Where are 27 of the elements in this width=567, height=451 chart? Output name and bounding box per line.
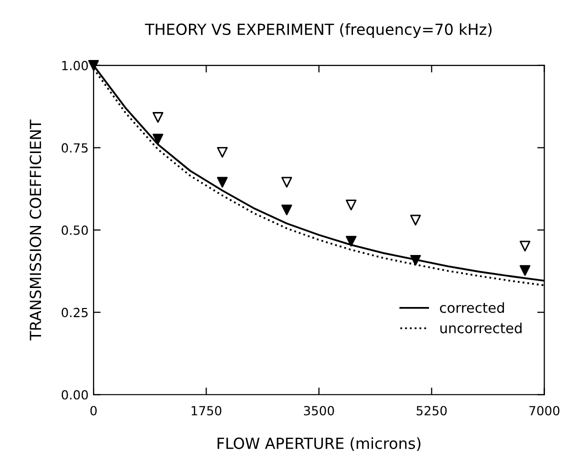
y-tick-label: 0.00: [62, 390, 88, 400]
y-axis-title: TRANSMISSION COEFFICIENT: [30, 120, 42, 340]
y-tick-label: 0.25: [62, 308, 88, 318]
point: [281, 204, 292, 216]
point: [520, 265, 530, 276]
point: [410, 214, 421, 226]
point: [346, 236, 356, 247]
point: [216, 146, 228, 158]
y-tick-label: 1.00: [62, 60, 88, 70]
x-tick-label: 7000: [529, 406, 560, 416]
x-tick-label: 1750: [192, 406, 222, 416]
point: [346, 200, 356, 210]
point: [152, 112, 164, 123]
legend-label: uncorrected: [440, 322, 522, 334]
point: [281, 176, 292, 188]
chart-title: THEORY VS EXPERIMENT (frequency=70 kHz): [144, 23, 492, 38]
point: [216, 176, 228, 188]
point: [520, 240, 530, 252]
x-tick-label: 5250: [416, 406, 447, 416]
x-axis-title: FLOW APERTURE (microns): [218, 437, 420, 451]
x-tick-label: 3500: [304, 406, 334, 416]
point: [410, 254, 421, 266]
point: [152, 134, 164, 144]
y-tick-label: 0.75: [62, 143, 88, 153]
y-tick-label: 0.50: [62, 225, 88, 235]
legend-label: corrected: [440, 302, 504, 313]
x-tick-label: 0: [90, 406, 97, 416]
